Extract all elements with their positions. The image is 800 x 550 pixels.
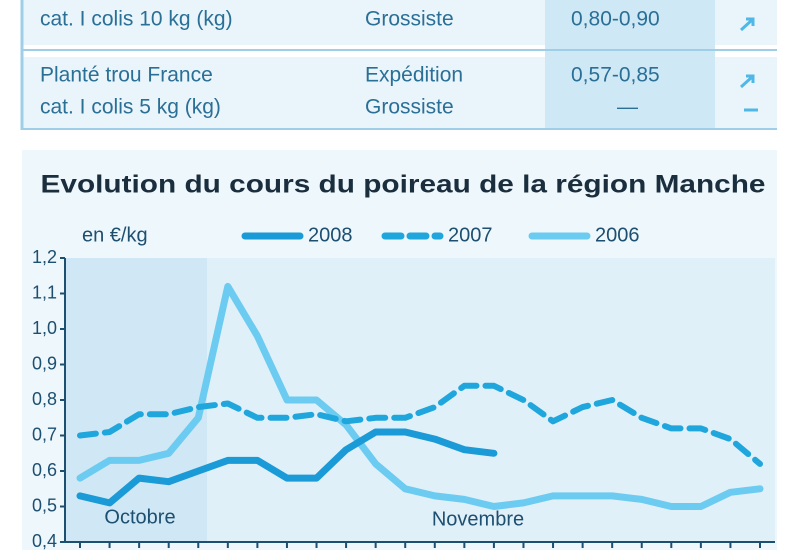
cell: cat. I colis 10 kg (kg) bbox=[40, 8, 233, 31]
cell: Planté trou France bbox=[40, 64, 213, 87]
trend-arrow bbox=[739, 17, 755, 32]
y-tick-label: 0,4 bbox=[32, 531, 57, 550]
cell: Expédition bbox=[365, 64, 463, 87]
series-line bbox=[76, 428, 498, 507]
y-tick-label: 1,1 bbox=[32, 282, 57, 302]
cell: 0,80-0,90 bbox=[571, 8, 660, 31]
y-axis-label: en €/kg bbox=[82, 224, 148, 246]
y-tick-label: 0,6 bbox=[32, 460, 57, 480]
cell: cat. I colis 5 kg (kg) bbox=[40, 96, 221, 119]
y-tick-label: 0,9 bbox=[32, 353, 57, 373]
series-line bbox=[77, 382, 763, 467]
cell: Grossiste bbox=[365, 8, 454, 31]
y-tick-label: 1,2 bbox=[32, 247, 57, 267]
annotation: Novembre bbox=[432, 508, 524, 530]
y-tick-label: 0,7 bbox=[32, 424, 57, 444]
legend-label: 2006 bbox=[595, 224, 640, 246]
cell: — bbox=[617, 96, 638, 119]
cell: Grossiste bbox=[365, 96, 454, 119]
y-tick-label: 0,5 bbox=[32, 495, 57, 515]
legend-label: 2007 bbox=[448, 224, 493, 246]
trend-arrow bbox=[739, 74, 755, 89]
cell: 0,57-0,85 bbox=[571, 64, 660, 87]
y-tick-label: 1,0 bbox=[32, 318, 57, 338]
y-tick-label: 0,8 bbox=[32, 389, 57, 409]
chart-title: Evolution du cours du poireau de la régi… bbox=[41, 171, 766, 199]
series-line bbox=[76, 282, 764, 510]
value-column-bg bbox=[545, 0, 715, 130]
annotation: Octobre bbox=[104, 506, 175, 528]
legend-label: 2008 bbox=[308, 224, 353, 246]
